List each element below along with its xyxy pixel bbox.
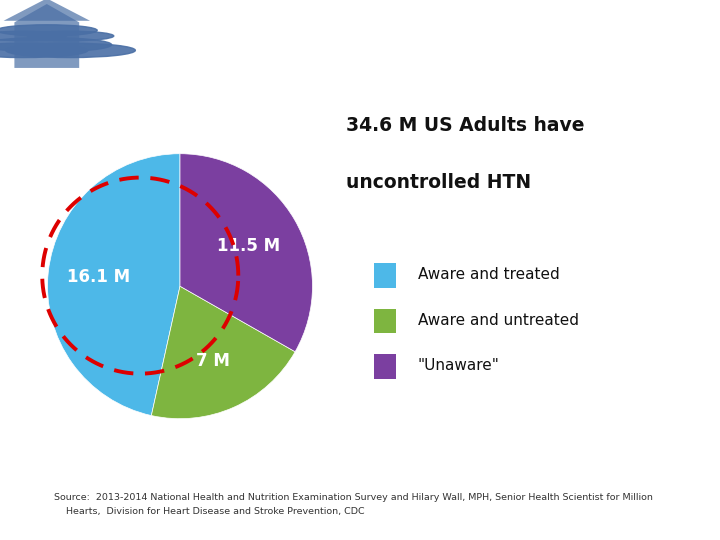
FancyBboxPatch shape [374,354,396,379]
Circle shape [27,31,114,40]
Polygon shape [4,0,90,21]
Wedge shape [151,286,295,418]
Circle shape [0,38,112,52]
Text: uncontrolled HTN: uncontrolled HTN [346,173,531,192]
Circle shape [0,43,88,58]
Text: "Unaware": "Unaware" [418,358,500,373]
Text: 34.6 M US Adults have: 34.6 M US Adults have [346,116,584,135]
FancyBboxPatch shape [374,263,396,288]
Text: 7 M: 7 M [197,352,230,370]
Text: 11.5 M: 11.5 M [217,237,280,255]
Polygon shape [14,4,79,68]
Circle shape [0,31,66,40]
Text: 16.1 M: 16.1 M [67,268,130,286]
Circle shape [6,43,135,58]
Wedge shape [180,154,312,352]
Text: Source:  2013-2014 National Health and Nutrition Examination Survey and Hilary W: Source: 2013-2014 National Health and Nu… [54,494,653,516]
Text: Aware and treated: Aware and treated [418,267,559,282]
Wedge shape [48,154,180,416]
Circle shape [0,25,97,36]
Text: Uncontrolled HTN: Uncontrolled HTN [222,23,555,57]
Text: Aware and untreated: Aware and untreated [418,313,579,328]
FancyBboxPatch shape [374,308,396,334]
